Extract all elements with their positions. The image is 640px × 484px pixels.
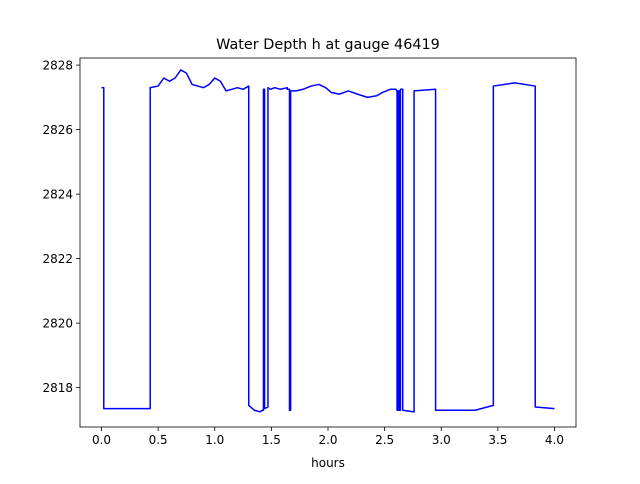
x-tick-label: 1.5	[262, 433, 281, 447]
x-tick-label: 0.5	[149, 433, 168, 447]
x-tick-label: 3.5	[488, 433, 507, 447]
x-tick-label: 3.0	[432, 433, 451, 447]
x-axis-label: hours	[311, 456, 345, 470]
axes: 0.0 0.5 1.0 1.5 2.0 2.5 3.0 3.5 4.0 2818 2820 2822 2…	[42, 57, 577, 447]
plot-marks	[101, 69, 555, 413]
chart-title: Water Depth h at gauge 46419	[216, 37, 440, 53]
y-tick-label: 2828	[42, 59, 73, 73]
series-line	[101, 69, 555, 413]
y-tick-label: 2820	[42, 317, 73, 331]
plot-frame	[79, 57, 577, 428]
x-tick-label: 1.0	[205, 433, 224, 447]
x-tick-label: 2.0	[318, 433, 337, 447]
y-tick-label: 2818	[42, 381, 73, 395]
y-tick-label: 2822	[42, 252, 73, 266]
x-tick-label: 4.0	[545, 433, 564, 447]
x-tick-label: 2.5	[375, 433, 394, 447]
y-tick-label: 2826	[42, 123, 73, 137]
x-tick-label: 0.0	[92, 433, 111, 447]
y-tick-label: 2824	[42, 188, 73, 202]
